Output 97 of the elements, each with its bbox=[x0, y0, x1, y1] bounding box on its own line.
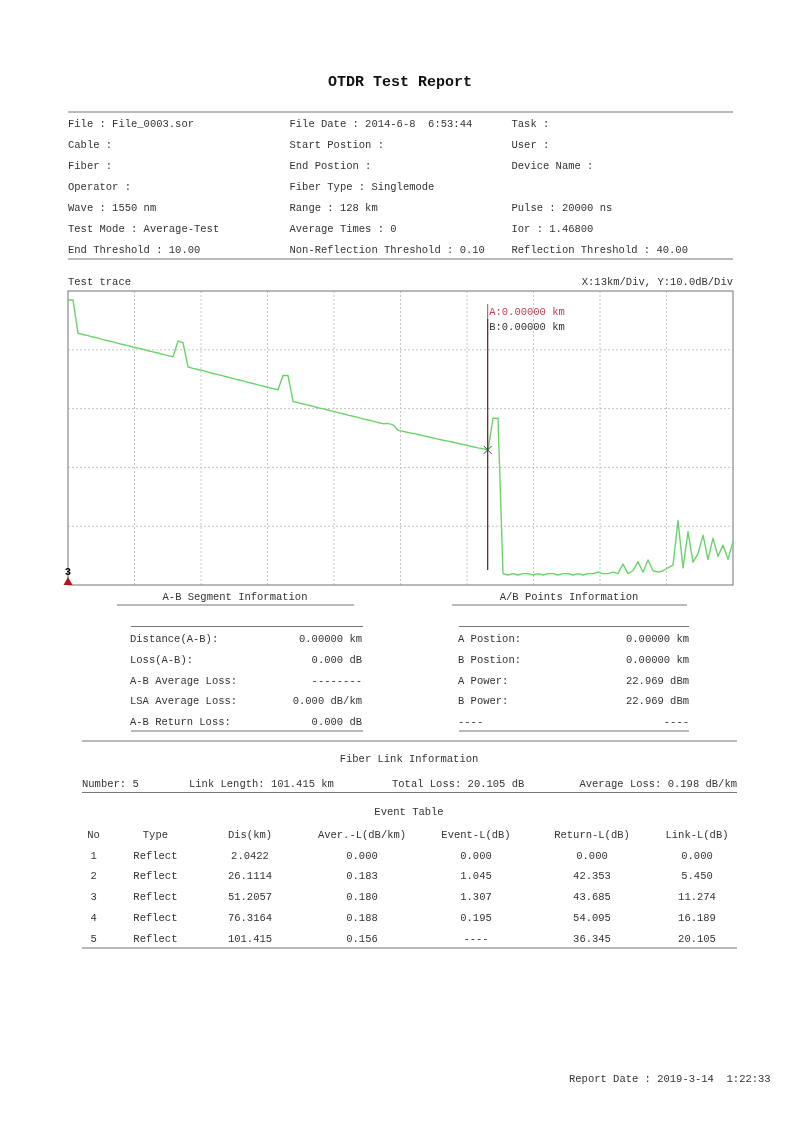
text: 0.000 bbox=[346, 849, 378, 862]
text: Link-L(dB) bbox=[665, 829, 729, 841]
text: Cable : bbox=[68, 139, 113, 151]
text: 1.307 bbox=[460, 891, 492, 904]
text: 0.000 bbox=[460, 849, 492, 862]
text: 22.969 dBm bbox=[625, 674, 689, 687]
text: Link Length: 101.415 km bbox=[189, 778, 334, 790]
text: Reflection Threshold : 40.00 bbox=[511, 244, 688, 256]
text: Task : bbox=[511, 118, 550, 130]
text: Event-L(dB) bbox=[441, 829, 511, 841]
text: 0.188 bbox=[346, 911, 378, 924]
text: A/B Points Information bbox=[499, 591, 639, 603]
text: 43.685 bbox=[573, 891, 611, 904]
text: Reflect bbox=[133, 849, 178, 862]
text: 0.000 dB bbox=[311, 653, 362, 666]
text: 0.156 bbox=[346, 932, 378, 945]
text: Device Name : bbox=[511, 160, 594, 172]
text: -------- bbox=[311, 674, 362, 687]
text: Reflect bbox=[133, 870, 178, 883]
text: Start Postion : bbox=[289, 139, 385, 151]
text: 1 bbox=[90, 849, 97, 862]
text: Report Date : 2019-3-14 1:22:33 bbox=[569, 1073, 771, 1085]
text: Event Table bbox=[374, 806, 444, 818]
text: Type bbox=[142, 829, 169, 841]
text: Ior : 1.46800 bbox=[511, 223, 594, 235]
text: Operator : bbox=[68, 181, 132, 193]
text: Number: 5 bbox=[82, 778, 139, 790]
text: File Date : 2014-6-8 6:53:44 bbox=[289, 118, 473, 130]
annotation: B:0.00000 km bbox=[489, 321, 565, 333]
text: 42.353 bbox=[573, 870, 611, 883]
text: 51.2057 bbox=[227, 891, 273, 904]
text: Fiber Type : Singlemode bbox=[289, 181, 435, 193]
chart-subtitle: Test trace bbox=[68, 276, 132, 288]
text: ---- bbox=[663, 716, 689, 729]
text: Aver.-L(dB/km) bbox=[317, 829, 407, 841]
text: Range : 128 km bbox=[289, 202, 378, 214]
text: ---- bbox=[458, 716, 484, 729]
text: File : File_0003.sor bbox=[68, 118, 195, 130]
text: 2.0422 bbox=[231, 849, 269, 862]
text: 5 bbox=[90, 932, 97, 945]
text: No bbox=[87, 829, 100, 841]
text: 0.00000 km bbox=[298, 633, 362, 645]
text: End Threshold : 10.00 bbox=[68, 244, 201, 256]
text: End Postion : bbox=[289, 160, 372, 172]
text: 20.105 bbox=[678, 932, 716, 945]
text: Reflect bbox=[133, 932, 178, 945]
text: 0.00000 km bbox=[625, 653, 689, 666]
text: A Postion: bbox=[458, 633, 522, 645]
text: 1.045 bbox=[460, 870, 492, 883]
text: Return-L(dB) bbox=[554, 829, 630, 841]
text: Pulse : 20000 ns bbox=[511, 202, 613, 214]
text: Distance(A-B): bbox=[130, 633, 219, 645]
text: Wave : 1550 nm bbox=[68, 202, 157, 214]
text: ---- bbox=[463, 932, 489, 945]
text: LSA Average Loss: bbox=[130, 695, 238, 708]
text: 11.274 bbox=[678, 891, 716, 904]
text: User : bbox=[511, 139, 550, 151]
text: 0.000 dB bbox=[311, 716, 362, 729]
text: X:13km/Div, Y:10.0dB/Div bbox=[581, 276, 733, 288]
text: Fiber Link Information bbox=[339, 753, 479, 765]
text: 0.000 bbox=[576, 849, 608, 862]
text: 3 bbox=[90, 891, 97, 904]
annotation: 3 bbox=[64, 566, 72, 578]
text: 0.000 dB/km bbox=[292, 695, 362, 708]
text: Non-Reflection Threshold : 0.10 bbox=[289, 244, 485, 256]
text: Fiber : bbox=[68, 160, 113, 172]
text: Total Loss: 20.105 dB bbox=[392, 778, 525, 790]
text: Loss(A-B): bbox=[130, 653, 194, 666]
text: 4 bbox=[90, 911, 97, 924]
text: 0.180 bbox=[346, 891, 378, 904]
text: 0.195 bbox=[460, 911, 492, 924]
text: Reflect bbox=[133, 911, 178, 924]
text: 54.095 bbox=[573, 911, 611, 924]
text: A Power: bbox=[458, 674, 509, 687]
text: B Power: bbox=[458, 695, 509, 708]
text: 16.189 bbox=[678, 911, 716, 924]
text: A-B Return Loss: bbox=[130, 716, 231, 729]
text: 76.3164 bbox=[227, 911, 273, 924]
annotation: A:0.00000 km bbox=[489, 306, 565, 318]
text: 26.1114 bbox=[227, 870, 273, 883]
text: Average Loss: 0.198 dB/km bbox=[579, 778, 737, 790]
text: A-B Segment Information bbox=[162, 591, 308, 603]
text: Reflect bbox=[133, 891, 178, 904]
text: Test Mode : Average-Test bbox=[68, 223, 220, 235]
text: 22.969 dBm bbox=[625, 695, 689, 708]
text: A-B Average Loss: bbox=[130, 674, 238, 687]
text: 0.00000 km bbox=[625, 633, 689, 645]
text: 36.345 bbox=[573, 932, 611, 945]
text: Average Times : 0 bbox=[289, 223, 397, 235]
text: 5.450 bbox=[681, 870, 713, 883]
text: 0.000 bbox=[681, 849, 713, 862]
text: 2 bbox=[90, 870, 97, 883]
text: B Postion: bbox=[458, 653, 522, 666]
text: 101.415 bbox=[227, 932, 273, 945]
chart-title: OTDR Test Report bbox=[327, 74, 473, 91]
text: Dis(km) bbox=[227, 829, 273, 841]
text: 0.183 bbox=[346, 870, 378, 883]
